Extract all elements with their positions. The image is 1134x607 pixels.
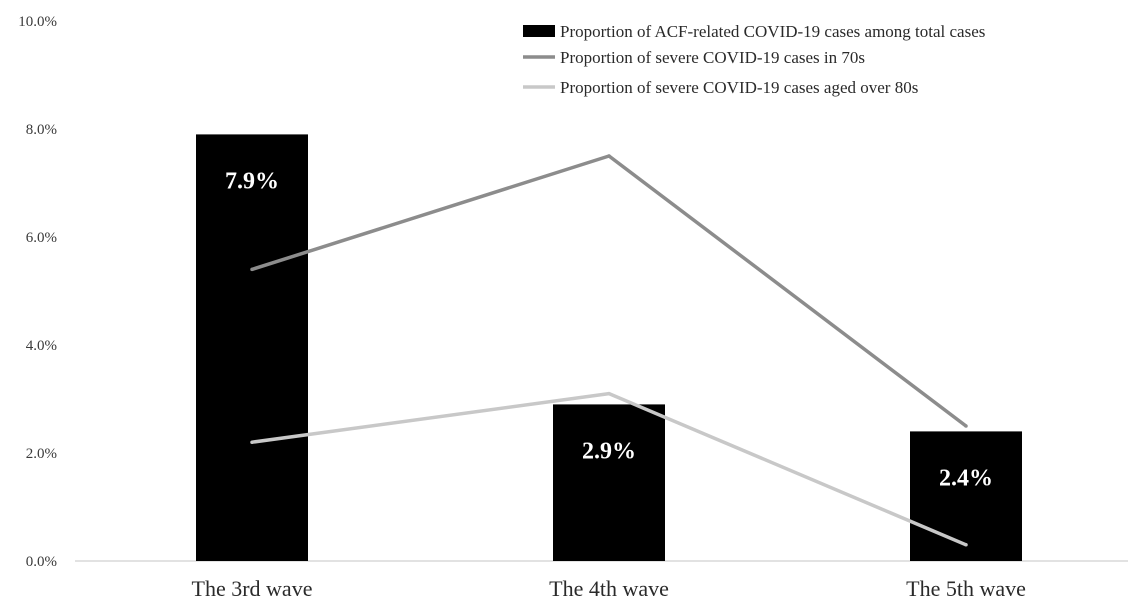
line-point (250, 267, 254, 272)
bar-data-label: 2.4% (939, 465, 993, 491)
x-tick-label: The 5th wave (906, 576, 1026, 601)
line-point (964, 543, 968, 547)
bar (196, 134, 308, 561)
legend: Proportion of ACF-related COVID-19 cases… (523, 22, 985, 97)
bar-data-labels: 7.9% 2.9% 2.4% (225, 168, 993, 491)
legend-swatch-bar (523, 25, 555, 37)
legend-label: Proportion of severe COVID-19 cases aged… (560, 78, 918, 97)
bar-series (196, 134, 1022, 561)
legend-label: Proportion of severe COVID-19 cases in 7… (560, 48, 865, 67)
bar-data-label: 2.9% (582, 438, 636, 464)
y-tick-label: 6.0% (26, 230, 57, 246)
y-tick-label: 8.0% (26, 122, 57, 138)
line-point (964, 424, 968, 428)
x-tick-label: The 3rd wave (192, 576, 313, 601)
y-tick-label: 0.0% (26, 554, 57, 570)
y-tick-label: 10.0% (18, 14, 57, 30)
series-line (251, 154, 968, 428)
line-point (607, 154, 611, 158)
y-axis-ticks: 0.0% 2.0% 4.0% 6.0% 8.0% 10.0% (18, 14, 57, 570)
x-axis-ticks: The 3rd wave The 4th wave The 5th wave (192, 576, 1026, 601)
bar-data-label: 7.9% (225, 168, 279, 194)
bar (910, 431, 1022, 561)
legend-label: Proportion of ACF-related COVID-19 cases… (560, 22, 985, 41)
line-point (250, 440, 254, 444)
line-point (607, 391, 611, 396)
line-series (250, 154, 968, 547)
x-tick-label: The 4th wave (549, 576, 669, 601)
y-tick-label: 2.0% (26, 446, 57, 462)
bar (553, 404, 665, 561)
y-tick-label: 4.0% (26, 338, 57, 354)
